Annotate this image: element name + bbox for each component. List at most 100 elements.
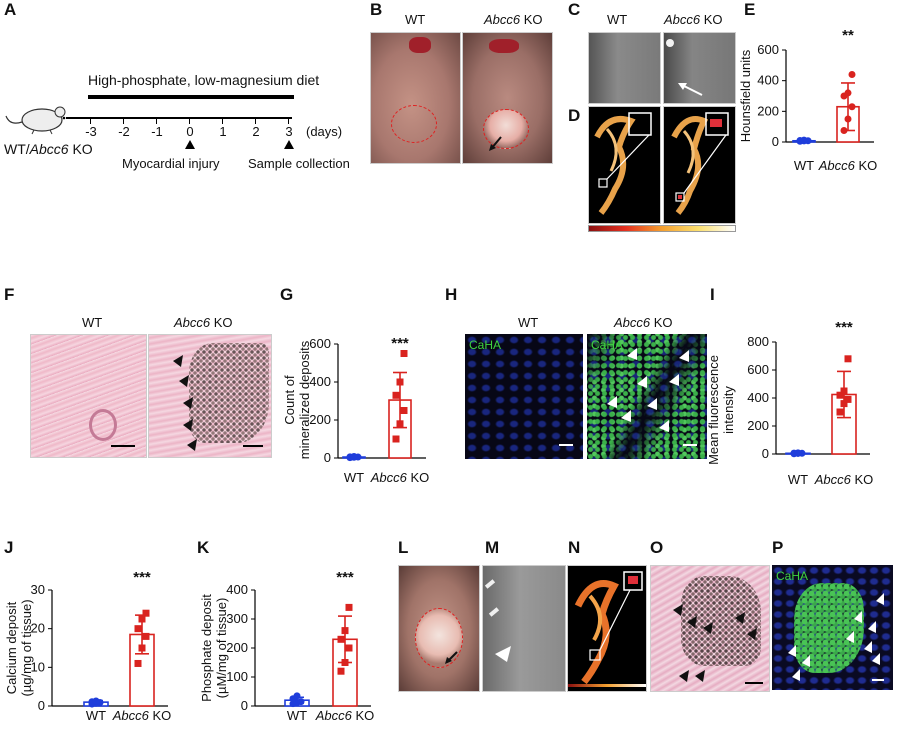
fluorescence-p: CaHA <box>772 565 893 690</box>
fluorescence-wt: CaHA <box>465 334 583 459</box>
timeline-tick-label: 3 <box>285 124 293 139</box>
data-point <box>800 136 808 144</box>
ct-image-wt <box>588 32 661 104</box>
y-tick-label: 0 <box>772 134 779 149</box>
y-axis-label: Hounsfield units <box>738 49 753 142</box>
data-point <box>138 615 146 623</box>
scale-bar <box>111 445 135 447</box>
data-point <box>350 452 358 460</box>
collection-label: Sample collection <box>248 156 350 171</box>
panel-label-l: L <box>398 538 409 557</box>
data-point <box>337 635 345 643</box>
y-tick-label: 10 <box>31 659 45 674</box>
y-axis-label: Phosphate deposit <box>199 594 214 702</box>
ct-3d-wt <box>588 106 661 224</box>
data-point <box>840 127 848 134</box>
x-tick-label: WT <box>794 158 814 173</box>
data-point <box>844 355 852 363</box>
data-point <box>836 408 844 416</box>
y-tick-label: 600 <box>309 336 331 351</box>
panel-label-d: D <box>568 106 581 125</box>
significance-label: *** <box>336 569 354 586</box>
ko-label: Abcc6 KO <box>174 315 233 330</box>
data-point <box>337 667 345 675</box>
stain-label: CaHA <box>776 569 809 583</box>
timeline-tick-label: 2 <box>252 124 260 139</box>
heart-photo-l <box>398 565 480 692</box>
scale-bar <box>872 679 884 681</box>
y-tick-label: 200 <box>747 418 769 433</box>
scale-bar <box>683 444 697 446</box>
panel-label-m: M <box>485 538 500 557</box>
timeline-axis <box>66 117 292 119</box>
x-tick-label: WT <box>86 708 106 723</box>
data-point <box>345 603 353 611</box>
y-tick-label: 30 <box>31 582 45 597</box>
y-axis-label: (µM/mg of tissue) <box>214 598 229 699</box>
data-point <box>345 644 353 652</box>
data-point <box>844 89 852 97</box>
y-tick-label: 100 <box>226 669 248 684</box>
y-tick-label: 200 <box>226 640 248 655</box>
y-tick-label: 400 <box>747 390 769 405</box>
panel-label-f: F <box>4 285 15 304</box>
significance-label: *** <box>133 569 151 586</box>
x-tick-label: WT <box>344 470 364 485</box>
panel-label-g: G <box>280 285 294 304</box>
scale-bar <box>745 682 763 684</box>
mouse-genotype-label: WT/Abcc6 KO <box>4 141 93 157</box>
y-axis-label: Mean fluorescence <box>706 355 721 465</box>
scale-bar <box>243 445 263 447</box>
arrow-icon <box>489 136 502 151</box>
stain-label: CaHA <box>469 338 502 352</box>
data-point <box>400 350 408 357</box>
panel-label-c: C <box>568 0 581 19</box>
chart-e: 0 200 400 600 Hounsfield units WT Abcc6 KO ** <box>738 27 877 173</box>
timeline-ticks <box>66 117 292 125</box>
significance-label: ** <box>842 27 854 44</box>
x-tick-label: WT <box>287 708 307 723</box>
timeline-tick-label: -3 <box>85 124 97 139</box>
y-tick-label: 400 <box>226 582 248 597</box>
wt-label: WT <box>518 315 539 330</box>
y-axis-label: (µg/mg of tissue) <box>19 599 34 696</box>
data-point <box>794 449 802 457</box>
diet-bar <box>88 95 294 99</box>
data-point <box>134 659 142 667</box>
arrowhead-icons <box>673 604 757 682</box>
panel-label-i: I <box>710 285 715 304</box>
scale-bar <box>559 444 573 446</box>
y-tick-label: 400 <box>309 374 331 389</box>
y-axis-label: Calcium deposit <box>4 601 19 694</box>
data-point <box>396 420 404 428</box>
wt-label: WT <box>607 12 628 27</box>
ct-3d-n <box>567 565 647 692</box>
timeline-units: (days) <box>306 124 343 139</box>
arrow-icon <box>678 83 703 96</box>
y-tick-label: 200 <box>309 412 331 427</box>
collection-arrow-icon <box>284 140 294 149</box>
y-tick-label: 800 <box>747 334 769 349</box>
wt-label: WT <box>405 12 426 27</box>
timeline-tick-label: 0 <box>186 124 194 139</box>
data-point <box>844 395 852 403</box>
x-tick-label: Abcc6 KO <box>315 708 375 723</box>
data-point <box>392 391 400 399</box>
arrowhead-icons <box>173 355 197 451</box>
data-point <box>844 115 852 123</box>
data-point <box>400 407 408 414</box>
x-tick-label: Abcc6 KO <box>814 472 874 487</box>
data-point <box>138 644 146 652</box>
chart-g: 0 200 400 600 Count of mineralized deposits WT… <box>282 335 429 485</box>
y-tick-label: 20 <box>31 621 45 636</box>
panel-label-a: A <box>4 0 17 19</box>
data-point <box>134 625 142 633</box>
timeline-tick-label: -2 <box>118 124 130 139</box>
ko-label: Abcc6 KO <box>664 12 723 27</box>
ct-3d-ko <box>663 106 736 224</box>
data-point <box>848 71 856 79</box>
data-point <box>396 378 404 386</box>
data-point <box>836 391 844 399</box>
diet-label: High-phosphate, low-magnesium diet <box>88 72 320 88</box>
panel-label-j: J <box>4 538 14 557</box>
